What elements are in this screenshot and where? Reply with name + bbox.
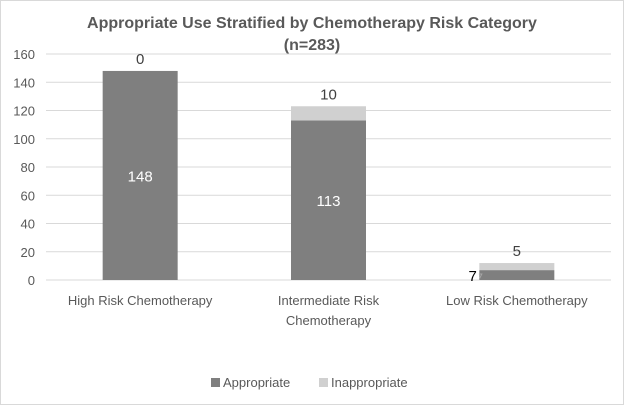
y-tick-label: 140 [13, 75, 35, 90]
legend-label-inappropriate: Inappropriate [331, 375, 408, 390]
y-tick-label: 80 [21, 160, 35, 175]
bar-appropriate [291, 120, 366, 280]
legend-label-appropriate: Appropriate [223, 375, 290, 390]
legend-swatch-inappropriate [319, 378, 328, 387]
x-category-label: High Risk Chemotherapy [68, 293, 213, 308]
chart-title: Appropriate Use Stratified by Chemothera… [87, 15, 537, 32]
y-tick-label: 0 [28, 273, 35, 288]
data-label-appropriate: 148 [128, 168, 153, 185]
data-label-inappropriate: 5 [513, 243, 521, 260]
y-tick-label: 20 [21, 245, 35, 260]
y-tick-label: 100 [13, 132, 35, 147]
data-label-appropriate: 7 [468, 268, 476, 285]
bar-inappropriate [291, 106, 366, 121]
y-tick-label: 160 [13, 47, 35, 62]
data-label-appropriate: 113 [317, 193, 341, 210]
x-category-label: Chemotherapy [286, 313, 372, 328]
chart-subtitle: (n=283) [284, 37, 340, 54]
bar-appropriate [102, 70, 178, 280]
data-label-inappropriate: 0 [136, 51, 144, 68]
y-tick-label: 120 [13, 104, 35, 119]
bar-inappropriate [479, 263, 555, 271]
x-category-label: Intermediate Risk [278, 293, 380, 308]
x-category-label: Low Risk Chemotherapy [446, 293, 588, 308]
data-label-inappropriate: 10 [320, 86, 337, 103]
leader-line [478, 273, 483, 280]
y-tick-label: 60 [21, 188, 35, 203]
legend-swatch-appropriate [211, 378, 220, 387]
bar-appropriate [479, 270, 555, 280]
y-tick-label: 40 [21, 217, 35, 232]
